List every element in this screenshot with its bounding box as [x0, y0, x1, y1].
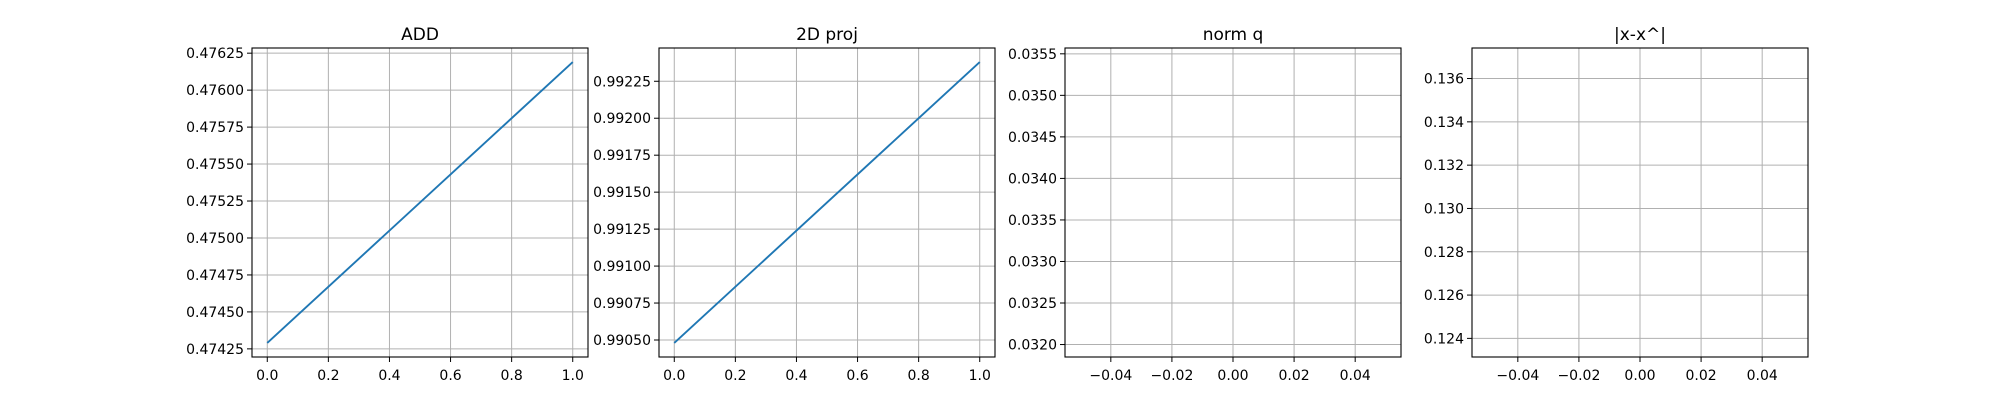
x-tick-label: 0.04 [1747, 368, 1778, 384]
chart-title: ADD [401, 25, 439, 45]
y-tick-label: 0.99225 [593, 74, 651, 90]
y-tick-label: 0.132 [1424, 158, 1464, 174]
y-tick-label: 0.0325 [1008, 296, 1057, 312]
chart-title: 2D proj [796, 25, 858, 45]
y-tick-label: 0.99100 [593, 259, 651, 275]
x-tick-label: 1.0 [969, 368, 991, 384]
chart-title: norm q [1203, 25, 1264, 45]
y-tick-label: 0.47525 [186, 194, 244, 210]
x-tick-label: 0.2 [317, 368, 339, 384]
x-tick-label: 0.6 [846, 368, 868, 384]
y-tick-label: 0.99200 [593, 111, 651, 127]
y-tick-label: 0.130 [1424, 201, 1464, 217]
y-tick-label: 0.128 [1424, 245, 1464, 261]
x-tick-label: 0.2 [724, 368, 746, 384]
x-tick-label: 0.02 [1686, 368, 1717, 384]
x-tick-label: 0.00 [1217, 368, 1248, 384]
y-tick-label: 0.47425 [186, 342, 244, 358]
x-tick-label: −0.04 [1496, 368, 1539, 384]
x-tick-label: 0.8 [501, 368, 523, 384]
chart-panel-add: ADD 0.0 0.2 0.4 0.6 0.8 1.0 0.47425 0.47450 0.47… [186, 25, 589, 384]
x-tick-label: 0.4 [785, 368, 807, 384]
chart-title: |x-x^| [1614, 25, 1666, 45]
y-tick-label: 0.0350 [1008, 88, 1057, 104]
x-tick-label: 0.04 [1340, 368, 1371, 384]
y-tick-label: 0.99125 [593, 222, 651, 238]
x-tick-label: 0.0 [663, 368, 685, 384]
plot-frame [251, 47, 589, 358]
x-tick-label: −0.04 [1089, 368, 1132, 384]
y-tick-label: 0.47450 [186, 305, 244, 321]
y-tick-label: 0.126 [1424, 288, 1464, 304]
x-tick-label: −0.02 [1150, 368, 1193, 384]
plot-frame [658, 47, 996, 358]
y-tick-label: 0.99050 [593, 333, 651, 349]
y-tick-label: 0.47475 [186, 268, 244, 284]
y-tick-label: 0.0355 [1008, 47, 1057, 63]
y-tick-label: 0.134 [1424, 115, 1464, 131]
y-tick-label: 0.99175 [593, 148, 651, 164]
y-tick-label: 0.47625 [186, 46, 244, 62]
chart-panel-x-error: |x-x^| −0.04 −0.02 0.00 0.02 0.04 0.124 0.126 0… [1424, 25, 1809, 384]
x-tick-label: 1.0 [562, 368, 584, 384]
y-tick-label: 0.47600 [186, 83, 244, 99]
x-tick-label: −0.02 [1557, 368, 1600, 384]
y-tick-label: 0.0330 [1008, 254, 1057, 270]
x-tick-label: 0.6 [439, 368, 461, 384]
series-line [673, 61, 981, 344]
chart-panel-2d-proj: 2D proj 0.0 0.2 0.4 0.6 0.8 1.0 0.99050 0.99075… [593, 25, 996, 384]
y-tick-label: 0.47575 [186, 120, 244, 136]
y-tick-label: 0.124 [1424, 331, 1464, 347]
y-tick-label: 0.0320 [1008, 338, 1057, 354]
y-tick-label: 0.0335 [1008, 213, 1057, 229]
y-tick-label: 0.0345 [1008, 130, 1057, 146]
series-line [266, 61, 574, 344]
y-tick-label: 0.136 [1424, 72, 1464, 88]
y-tick-label: 0.47500 [186, 231, 244, 247]
chart-panel-norm-q: norm q −0.04 −0.02 0.00 0.02 0.04 0.0320 0.032… [1008, 25, 1402, 384]
x-tick-label: 0.0 [256, 368, 278, 384]
x-tick-label: 0.4 [378, 368, 400, 384]
x-tick-label: 0.00 [1624, 368, 1655, 384]
y-tick-label: 0.0340 [1008, 171, 1057, 187]
y-tick-label: 0.99075 [593, 296, 651, 312]
y-tick-label: 0.47550 [186, 157, 244, 173]
y-tick-label: 0.99150 [593, 185, 651, 201]
x-tick-label: 0.02 [1279, 368, 1310, 384]
x-tick-label: 0.8 [908, 368, 930, 384]
